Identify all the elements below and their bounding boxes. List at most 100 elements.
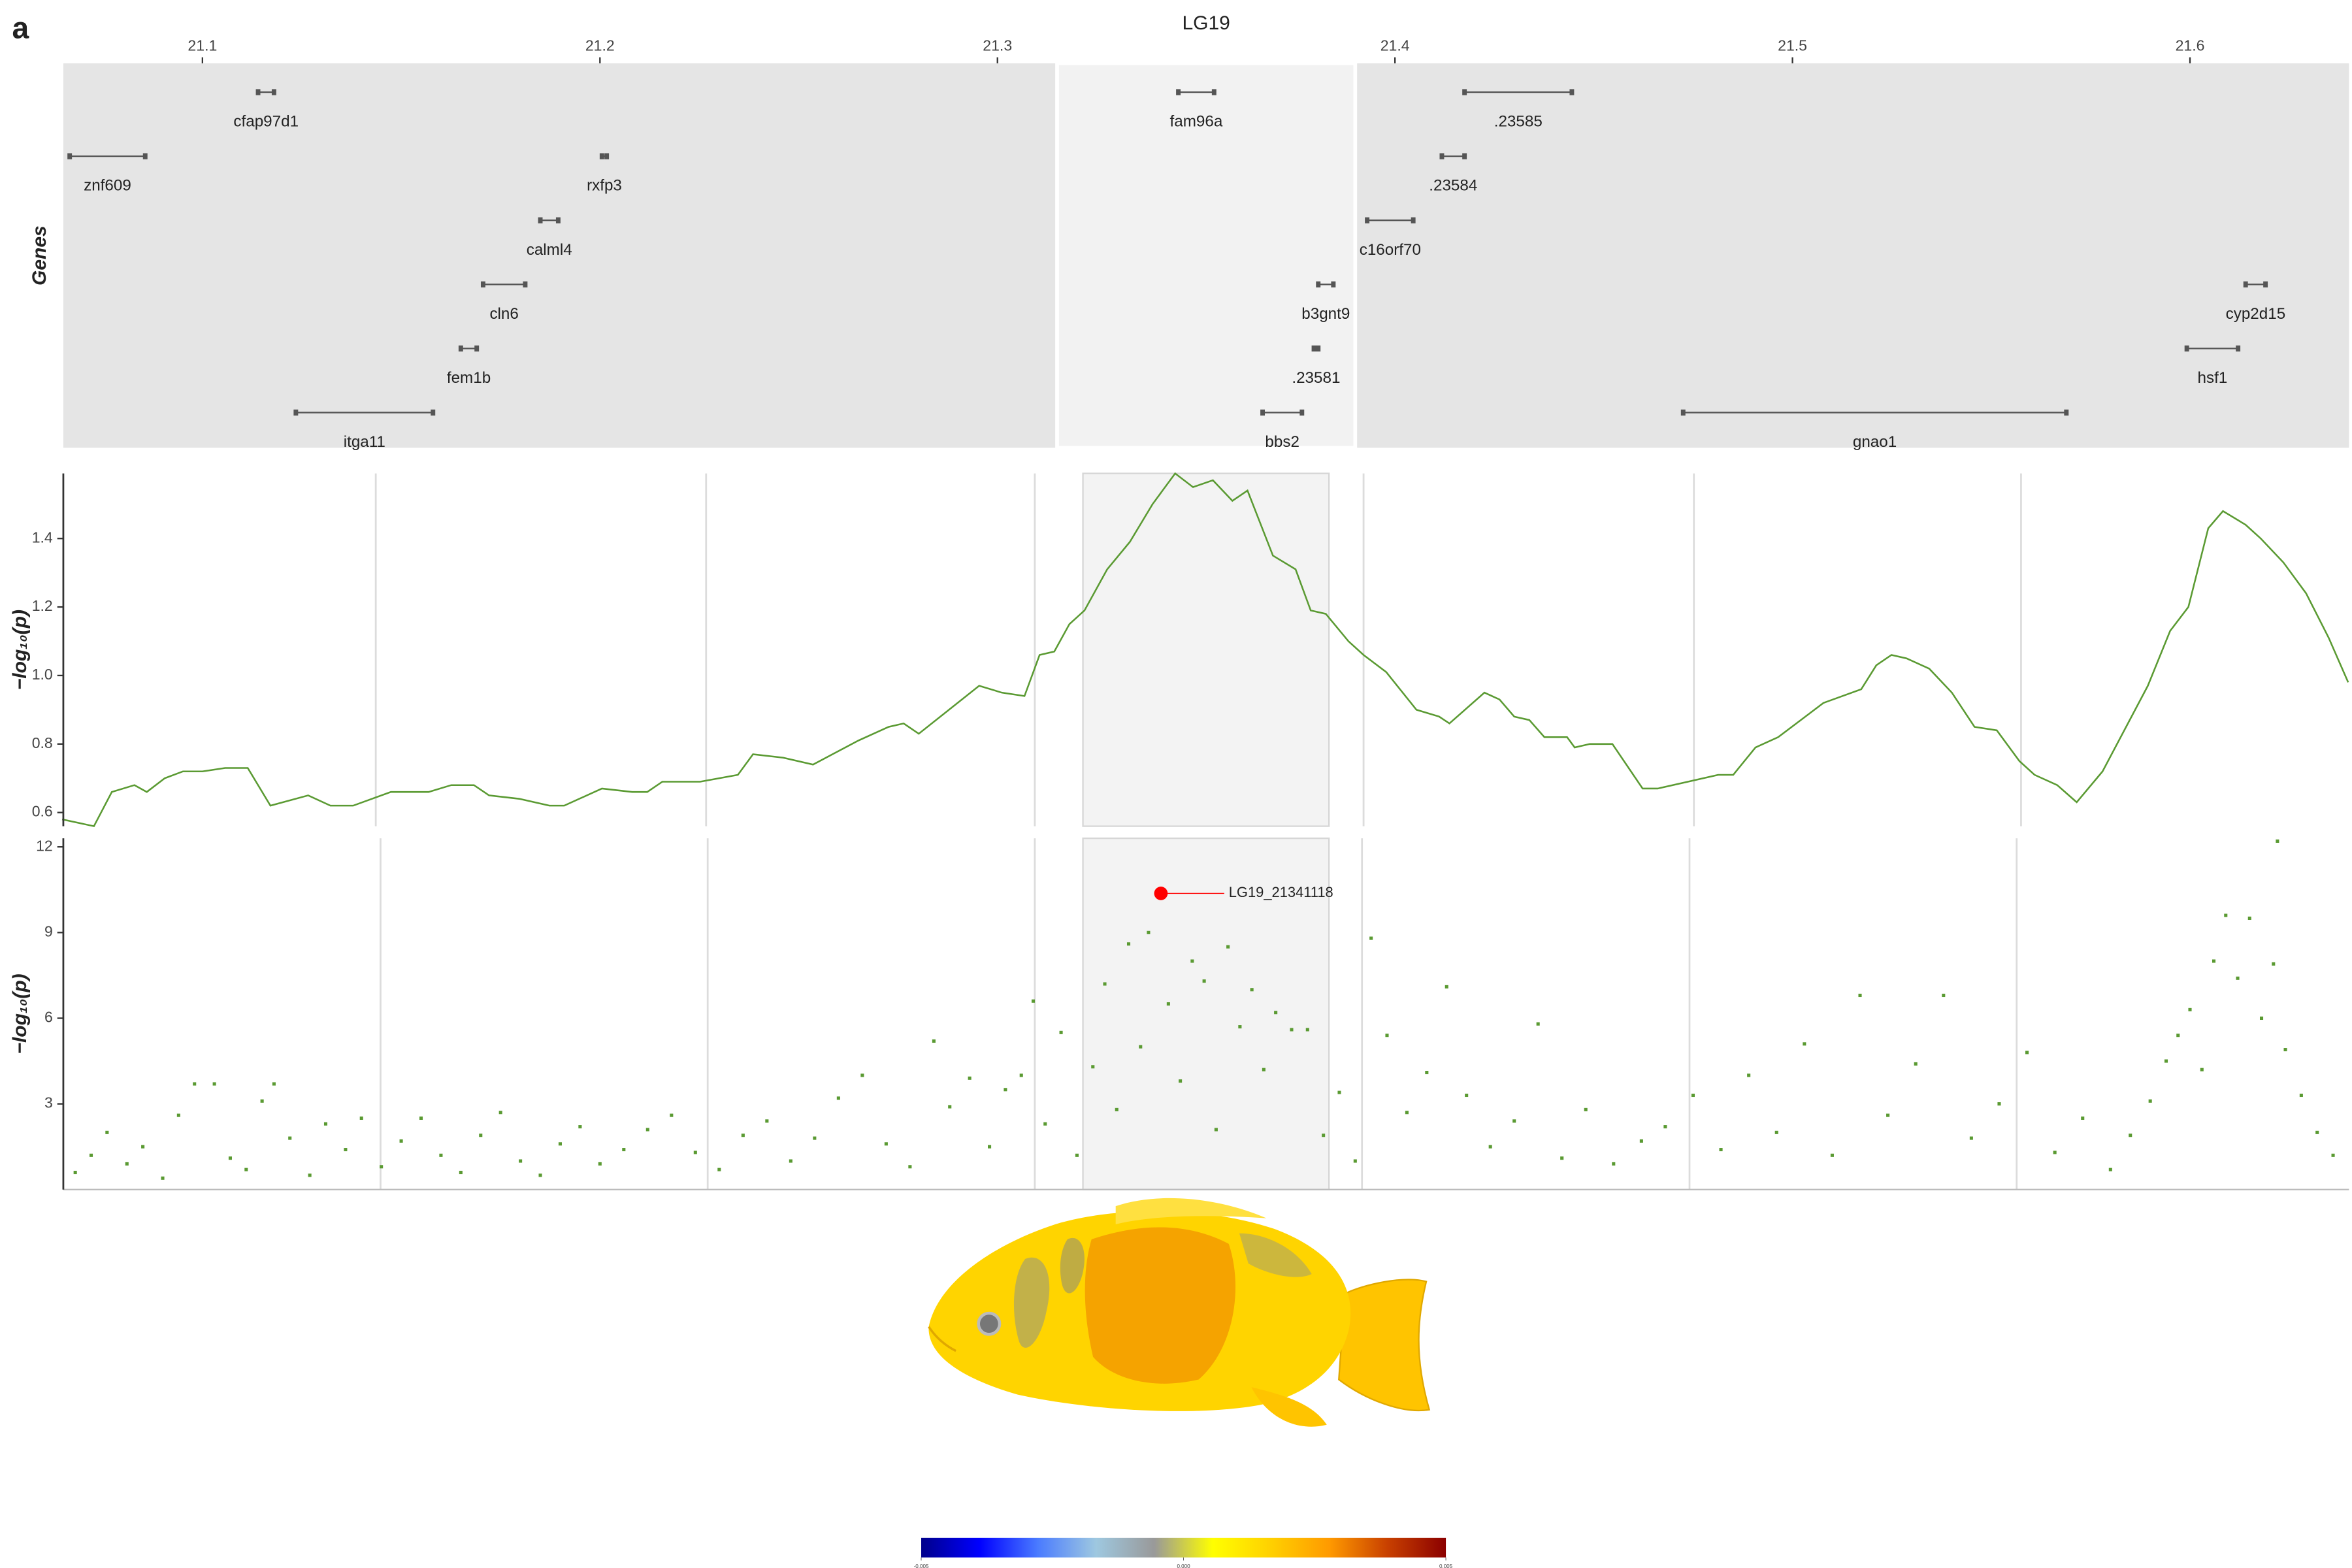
point bbox=[89, 1153, 93, 1157]
point bbox=[498, 1111, 502, 1115]
gene-exon bbox=[1462, 89, 1467, 95]
gene bbox=[458, 345, 480, 351]
gene-exon bbox=[255, 89, 261, 95]
point bbox=[2283, 1048, 2287, 1052]
point bbox=[1488, 1145, 1492, 1149]
y-tick-label: 1.2 bbox=[32, 597, 53, 614]
point bbox=[193, 1082, 197, 1086]
gene-exon bbox=[1176, 89, 1181, 95]
gene-exon bbox=[1211, 89, 1217, 95]
point bbox=[308, 1173, 312, 1177]
gene-exon bbox=[523, 281, 528, 287]
y-tick-label: 12 bbox=[36, 837, 53, 854]
point bbox=[1997, 1102, 2001, 1106]
gene-exon bbox=[2184, 345, 2189, 351]
point bbox=[968, 1076, 972, 1080]
gene-label: .23585 bbox=[1494, 113, 1543, 131]
point bbox=[1719, 1148, 1723, 1152]
gene-label: cyp2d15 bbox=[2226, 305, 2286, 323]
gene-exon bbox=[1316, 281, 1321, 287]
point bbox=[1369, 936, 1373, 940]
point bbox=[2081, 1116, 2085, 1120]
colorbar-tick-label: 0.005 bbox=[1439, 1563, 1453, 1568]
point bbox=[1226, 945, 1230, 949]
gene-exon bbox=[2236, 345, 2241, 351]
point bbox=[884, 1142, 888, 1146]
point bbox=[1103, 982, 1107, 986]
gene bbox=[1680, 409, 2069, 416]
highlight-region bbox=[1082, 837, 1330, 1190]
point bbox=[1322, 1134, 1326, 1137]
point bbox=[1405, 1111, 1409, 1115]
point bbox=[176, 1113, 180, 1117]
point bbox=[323, 1122, 328, 1126]
point bbox=[260, 1099, 264, 1103]
point bbox=[1560, 1156, 1564, 1160]
point bbox=[2236, 976, 2240, 980]
gene-exon bbox=[431, 409, 436, 416]
gene bbox=[1316, 281, 1336, 287]
point bbox=[344, 1148, 348, 1152]
y-tick-label: 1.4 bbox=[32, 529, 53, 546]
point bbox=[2212, 959, 2216, 963]
point bbox=[670, 1113, 674, 1117]
gene-label: hsf1 bbox=[2197, 369, 2227, 387]
point bbox=[73, 1171, 77, 1175]
gene-exon bbox=[67, 153, 73, 159]
point bbox=[1004, 1088, 1007, 1092]
point bbox=[2200, 1068, 2204, 1071]
gene-label: znf609 bbox=[84, 177, 131, 195]
gene-exon bbox=[1680, 409, 1686, 416]
chart-title: LG19 bbox=[1182, 12, 1230, 34]
gene-exon bbox=[1260, 409, 1266, 416]
point bbox=[693, 1151, 697, 1154]
point bbox=[2224, 913, 2228, 917]
point bbox=[519, 1159, 523, 1163]
point bbox=[1512, 1119, 1516, 1123]
point bbox=[212, 1082, 216, 1086]
gene-exon bbox=[1316, 345, 1321, 351]
point bbox=[1914, 1062, 1918, 1066]
gene bbox=[2184, 345, 2241, 351]
gene-exon bbox=[604, 153, 610, 159]
point bbox=[2276, 839, 2279, 843]
gene bbox=[67, 153, 148, 159]
x-tick-label: 21.5 bbox=[1778, 37, 1807, 54]
point bbox=[1830, 1153, 1834, 1157]
point bbox=[1465, 1093, 1469, 1098]
gene bbox=[1260, 409, 1305, 416]
point bbox=[1612, 1162, 1616, 1166]
point bbox=[1043, 1122, 1047, 1126]
x-tick-label: 21.1 bbox=[188, 37, 217, 54]
y-tick-label: 0.8 bbox=[32, 734, 53, 751]
point bbox=[1262, 1068, 1266, 1071]
point bbox=[1385, 1034, 1389, 1037]
gene-exon bbox=[474, 345, 480, 351]
fish-illustration bbox=[928, 1198, 1431, 1427]
point bbox=[765, 1119, 769, 1123]
point bbox=[1858, 993, 1862, 998]
point bbox=[1663, 1125, 1667, 1129]
gene-exon bbox=[271, 89, 276, 95]
colorbar-tick-label: -0.005 bbox=[914, 1563, 929, 1568]
gene-exon bbox=[1411, 217, 1416, 223]
point bbox=[2053, 1151, 2057, 1154]
point bbox=[1075, 1153, 1079, 1157]
gene-label: cfap97d1 bbox=[233, 113, 299, 131]
gene-exon bbox=[480, 281, 485, 287]
point bbox=[479, 1134, 483, 1137]
point bbox=[908, 1165, 912, 1169]
point bbox=[1139, 1045, 1143, 1049]
point bbox=[598, 1162, 602, 1166]
gene-exon bbox=[2263, 281, 2268, 287]
point bbox=[2299, 1093, 2303, 1098]
gene-label: fem1b bbox=[447, 369, 491, 387]
point bbox=[105, 1130, 109, 1134]
point bbox=[1584, 1107, 1588, 1111]
gene-exon bbox=[142, 153, 148, 159]
point bbox=[359, 1116, 363, 1120]
point bbox=[1115, 1107, 1119, 1111]
gene-label: gnao1 bbox=[1853, 433, 1897, 451]
point bbox=[380, 1165, 384, 1169]
point bbox=[1179, 1079, 1183, 1083]
